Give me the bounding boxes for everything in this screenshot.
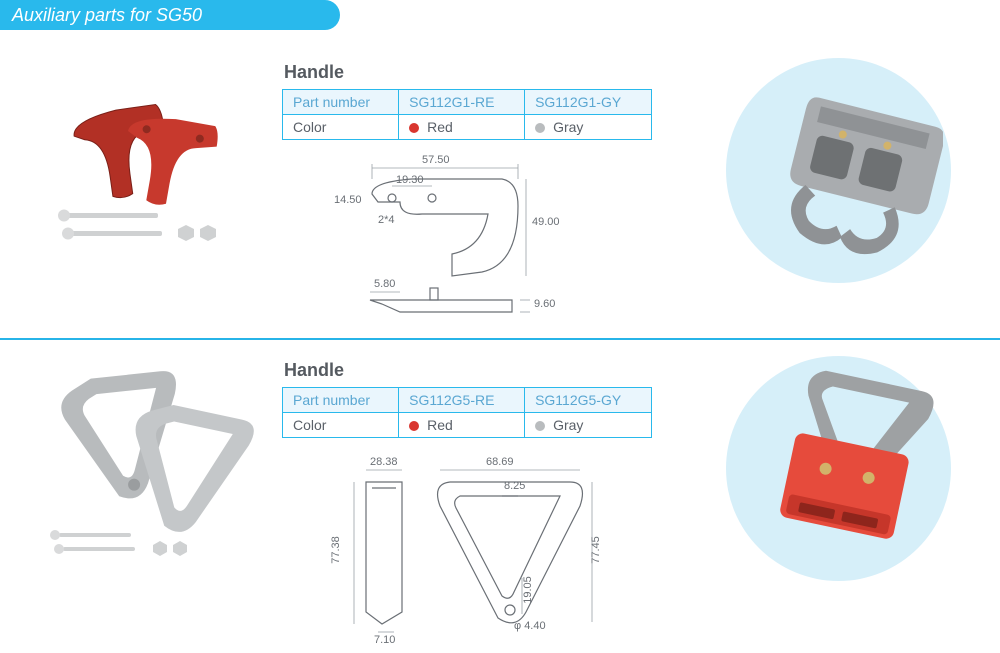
dot-red-icon [409,421,419,431]
tbl2-color2-name: Gray [553,417,583,433]
dim-1-F: 5.80 [374,278,395,290]
dot-gray-icon [535,421,545,431]
tbl1-rowlabel: Part number [283,90,399,115]
product-photo-1 [18,58,278,288]
tbl2-color1-name: Red [427,417,453,433]
dim-2-T: 7.10 [374,634,395,646]
dim-1-A: 57.50 [422,154,450,166]
tbl2-colorlabel: Color [283,413,399,438]
dim-1-D: 2*4 [378,214,395,226]
tbl1-color2: Gray [525,115,652,140]
tbl1-col1: SG112G1-RE [399,90,525,115]
dim-1-B: 19.30 [396,174,424,186]
dim-1-E: 49.00 [532,216,560,228]
spec-title-1: Handle [284,62,708,83]
assembly-photo-1 [708,58,968,283]
dot-gray-icon [535,123,545,133]
tbl2-col2: SG112G5-GY [525,388,652,413]
tbl1-color1-name: Red [427,119,453,135]
dot-red-icon [409,123,419,133]
drawing-1: 57.50 19.30 14.50 2*4 49.00 5.80 9.60 [282,154,662,334]
spec-block-1: Handle Part number SG112G1-RE SG112G1-GY… [278,58,708,334]
dim-2-H3: 19.05 [522,576,534,604]
dim-2-H2: 77.45 [590,536,602,564]
dim-2-W3: 8.25 [504,480,525,492]
section-handle-2: Handle Part number SG112G5-RE SG112G5-GY… [0,350,1000,652]
spec-block-2: Handle Part number SG112G5-RE SG112G5-GY… [278,356,708,652]
dim-1-C: 14.50 [334,194,362,206]
tbl2-color2: Gray [525,413,652,438]
assembly-circle-1 [726,58,951,283]
dim-2-W2: 68.69 [486,456,514,468]
spec-table-2: Part number SG112G5-RE SG112G5-GY Color … [282,387,652,438]
tbl2-col1: SG112G5-RE [399,388,525,413]
tbl1-colorlabel: Color [283,115,399,140]
assembly-photo-2 [708,356,968,581]
section-divider [0,338,1000,340]
dim-2-H1: 77.38 [330,536,342,564]
tbl2-color1: Red [399,413,525,438]
page-title-bar: Auxiliary parts for SG50 [0,0,1000,30]
drawing-2: 28.38 68.69 8.25 77.38 77.45 19.05 7.10 … [282,452,662,652]
photo-svg-1 [28,73,268,273]
assembly-circle-2 [726,356,951,581]
tbl1-col2: SG112G1-GY [525,90,652,115]
tbl2-rowlabel: Part number [283,388,399,413]
section-handle-1: Handle Part number SG112G1-RE SG112G1-GY… [0,52,1000,334]
spec-table-1: Part number SG112G1-RE SG112G1-GY Color … [282,89,652,140]
tbl1-color1: Red [399,115,525,140]
dim-2-HOLE: φ 4.40 [514,620,546,632]
product-photo-2 [18,356,278,586]
spec-title-2: Handle [284,360,708,381]
tbl1-color2-name: Gray [553,119,583,135]
photo-svg-2 [23,361,273,581]
dim-1-G: 9.60 [534,298,555,310]
page-title: Auxiliary parts for SG50 [12,0,202,30]
assembly-svg-1 [733,66,943,276]
dim-2-W1: 28.38 [370,456,398,468]
assembly-svg-2 [728,359,948,579]
